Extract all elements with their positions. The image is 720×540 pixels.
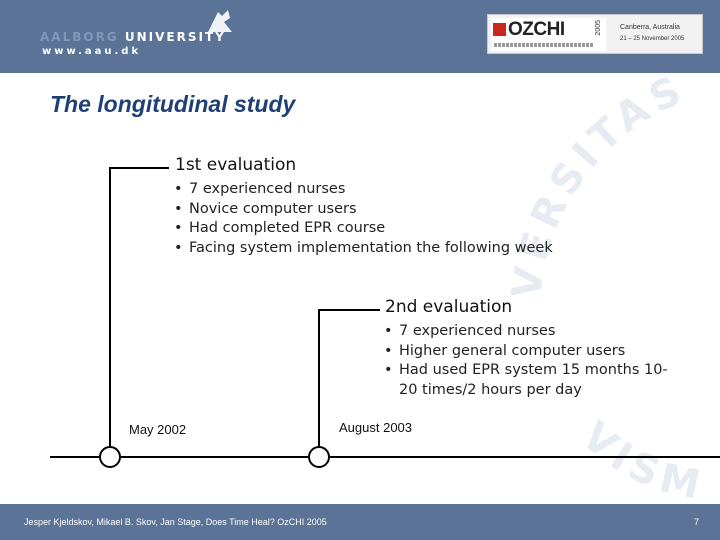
eval-2-connector-vertical (318, 309, 320, 456)
footer-band: Jesper Kjeldskov, Mikael B. Skov, Jan St… (0, 504, 720, 540)
eval-2-bullet-list: 7 experienced nurses Higher general comp… (384, 322, 674, 400)
ozchi-year: 2005 (595, 20, 602, 36)
timeline-date-august-2003: August 2003 (339, 420, 413, 435)
slide-title: The longitudinal study (50, 91, 296, 117)
eval-2-bullet-item: Had used EPR system 15 months 10-20 time… (384, 361, 674, 400)
timeline-axis (50, 456, 720, 458)
eval-1-bullet-list: 7 experienced nurses Novice computer use… (174, 180, 614, 258)
ozchi-logo-text: OZCHI (508, 19, 565, 40)
ozchi-dates: 21 – 25 November 2005 (620, 36, 685, 42)
page-number: 7 (694, 517, 700, 527)
ozchi-red-square-icon (493, 23, 506, 36)
ozchi-conference-banner: OZCHI 2005 Canberra, Australia 21 – 25 N… (487, 14, 703, 54)
eval-2-heading: 2nd evaluation (385, 297, 513, 317)
timeline-date-may-2002: May 2002 (129, 422, 187, 437)
timeline-marker-august-2003 (308, 446, 330, 468)
eval-2-bullet-item: 7 experienced nurses (384, 322, 674, 342)
eval-1-bullet-item: Had completed EPR course (174, 219, 614, 239)
header-band: AALBORG UNIVERSITY www.aau.dk OZCHI 2005… (0, 0, 720, 73)
timeline-marker-may-2002 (99, 446, 121, 468)
eval-1-connector-horizontal (109, 167, 169, 169)
eval-2-bullet-item: Higher general computer users (384, 342, 674, 362)
eval-1-connector-vertical (109, 167, 111, 456)
ozchi-logo: OZCHI 2005 (491, 18, 606, 51)
eval-1-heading: 1st evaluation (175, 155, 297, 175)
ozchi-city: Canberra, Australia (620, 24, 680, 31)
university-logo-mark-icon (208, 10, 232, 32)
university-logo-text: AALBORG UNIVERSITY (40, 30, 226, 44)
eval-1-bullet-item: 7 experienced nurses (174, 180, 614, 200)
eval-1-bullet-item: Novice computer users (174, 200, 614, 220)
ozchi-tagline (494, 43, 594, 47)
eval-1-bullet-item: Facing system implementation the followi… (174, 239, 614, 259)
footer-citation: Jesper Kjeldskov, Mikael B. Skov, Jan St… (24, 517, 327, 527)
university-url: www.aau.dk (42, 46, 142, 57)
eval-2-connector-horizontal (318, 309, 380, 311)
